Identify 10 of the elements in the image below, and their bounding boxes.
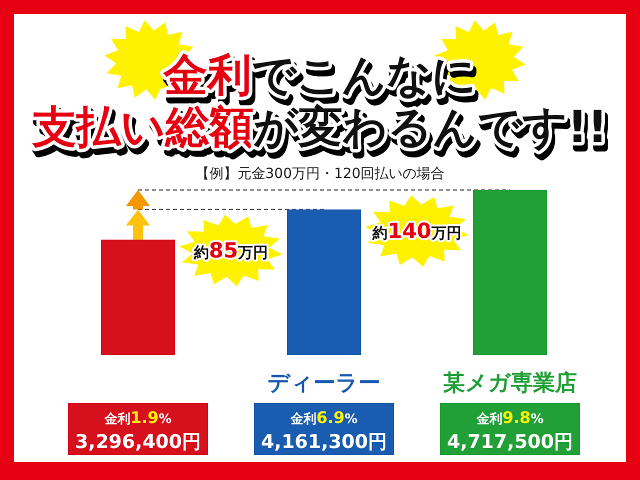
annotation: 約140万円	[372, 219, 462, 243]
text: 金利1.9%	[103, 408, 172, 427]
data-label: 4,717,500円	[447, 431, 573, 453]
text: 金利6.9%	[289, 408, 358, 427]
data-label: 3,296,400円	[75, 431, 201, 453]
annotation: 約85万円	[192, 238, 268, 262]
x-tick-label: 某メガ専業店	[443, 370, 577, 396]
text: 金利9.8%	[475, 408, 544, 427]
x-tick-label: ディーラー	[268, 371, 380, 396]
data-label: 4,161,300円	[261, 431, 387, 453]
